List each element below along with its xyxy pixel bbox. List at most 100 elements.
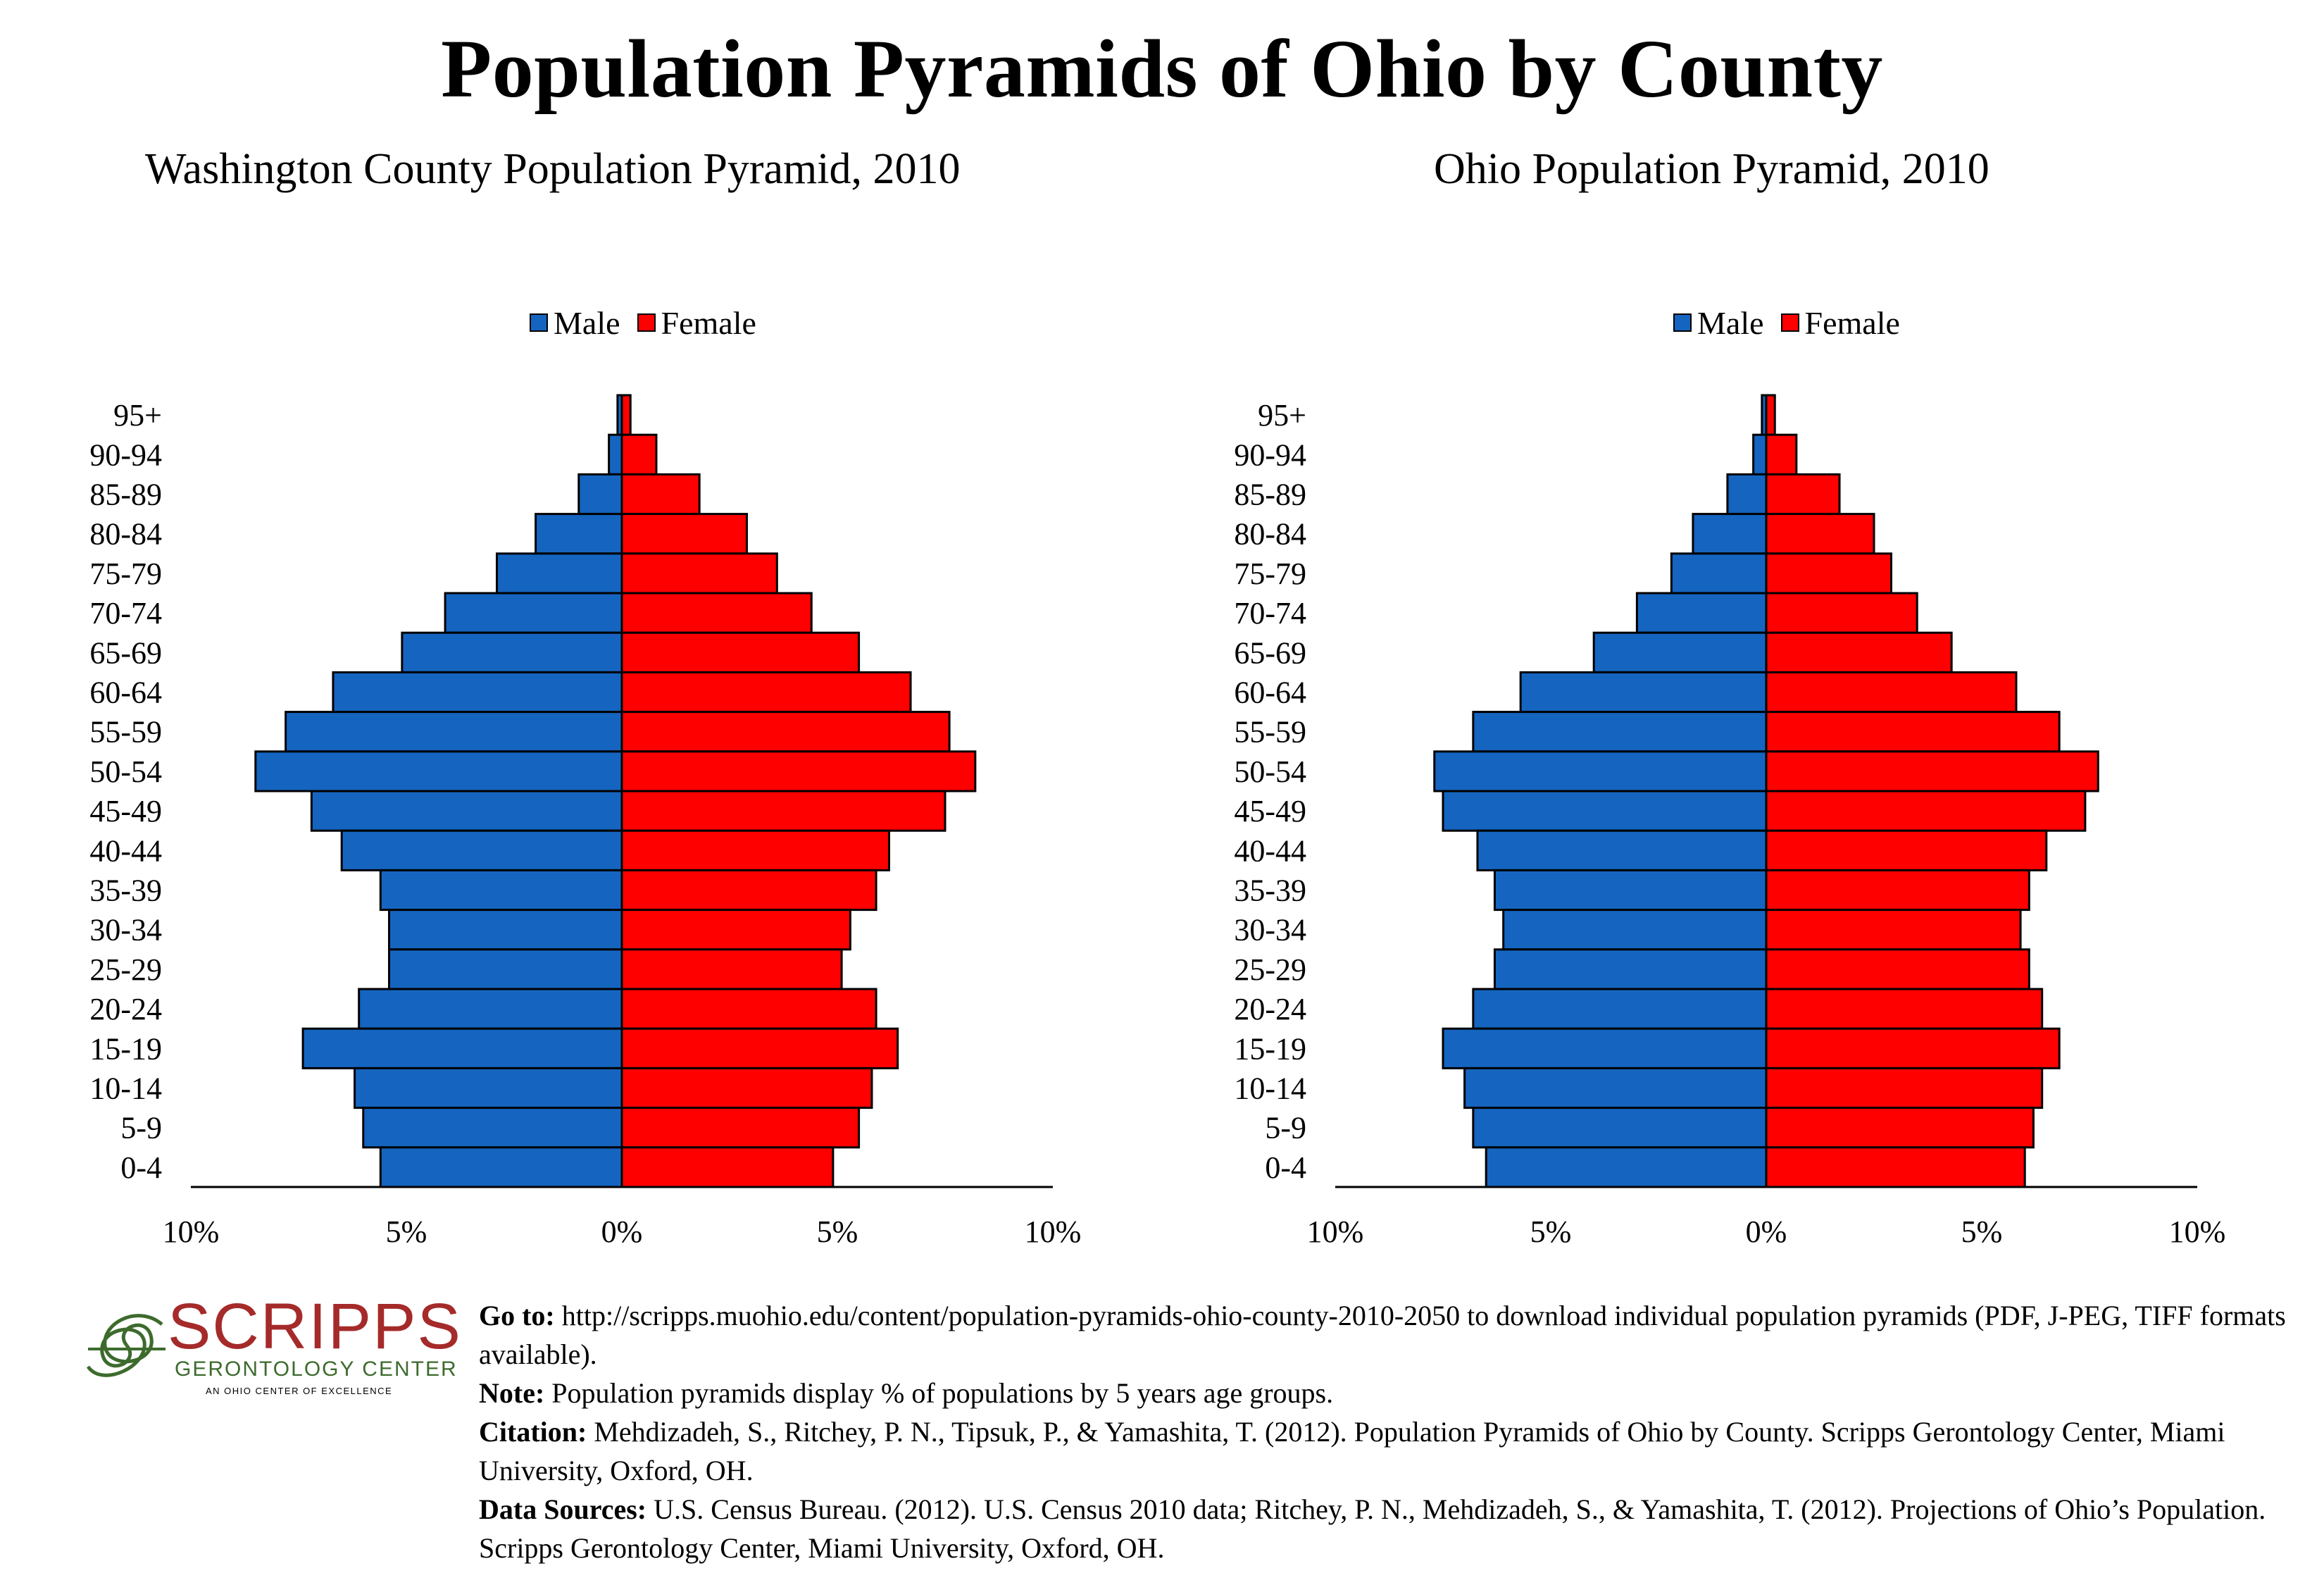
- female-bar: [620, 750, 977, 792]
- male-bar: [577, 473, 623, 516]
- male-bar: [1442, 790, 1768, 832]
- male-bar: [388, 909, 623, 951]
- age-group-label: 85-89: [1234, 478, 1306, 512]
- male-bar: [1519, 671, 1768, 714]
- male-bar: [1502, 909, 1768, 951]
- age-group-label: 90-94: [1234, 437, 1306, 472]
- female-bar: [620, 433, 658, 476]
- footer-notes: Go to: http://scripps.muohio.edu/content…: [479, 1296, 2310, 1567]
- female-bar: [1765, 988, 2044, 1030]
- male-bar: [1493, 869, 1768, 912]
- male-bar: [340, 829, 623, 871]
- male-swatch: [530, 313, 548, 332]
- female-bar: [1765, 909, 2022, 951]
- footer-note: Note: Population pyramids display % of p…: [479, 1377, 1334, 1409]
- female-bar: [620, 1107, 861, 1149]
- age-group-label: 60-64: [89, 676, 162, 710]
- male-bar: [1463, 1067, 1768, 1110]
- male-bar: [332, 671, 623, 714]
- x-tick-label: 10%: [163, 1214, 220, 1249]
- x-tick-label: 10%: [1307, 1214, 1364, 1249]
- age-group-label: 55-59: [89, 715, 162, 750]
- female-bar: [1765, 513, 1875, 555]
- male-bar: [379, 869, 623, 912]
- female-bar: [1765, 592, 1918, 634]
- female-bar: [620, 1067, 873, 1110]
- male-bar: [354, 1067, 623, 1110]
- legend-washington: Male Female: [530, 302, 773, 344]
- female-bar: [1765, 750, 2099, 792]
- age-group-label: 20-24: [1234, 992, 1306, 1026]
- female-bar: [1765, 829, 2048, 871]
- male-bar: [301, 1027, 623, 1069]
- age-group-label: 75-79: [89, 557, 162, 591]
- female-bar: [620, 909, 851, 951]
- age-group-label: 20-24: [89, 992, 162, 1026]
- female-bar: [620, 394, 632, 436]
- male-bar: [1433, 750, 1768, 792]
- male-bar: [1726, 473, 1768, 516]
- female-bar: [1765, 711, 2061, 753]
- age-group-label: 0-4: [1265, 1150, 1306, 1185]
- legend-item-female: Female: [1780, 304, 1900, 342]
- logo-tagline: AN OHIO CENTER OF EXCELLENCE: [206, 1386, 393, 1396]
- legend-item-female: Female: [637, 304, 756, 342]
- male-bar: [1476, 829, 1768, 871]
- male-bar: [444, 592, 623, 634]
- age-group-label: 65-69: [1234, 635, 1306, 670]
- legend-item-male: Male: [530, 304, 620, 342]
- age-group-label: 10-14: [1234, 1071, 1306, 1106]
- female-bar: [620, 552, 778, 595]
- female-bar: [620, 473, 701, 516]
- age-group-label: 80-84: [1234, 517, 1306, 552]
- legend-label-female: Female: [1804, 304, 1900, 341]
- female-bar: [1765, 790, 2087, 832]
- male-bar: [285, 711, 623, 753]
- logo-word: SCRIPPS: [168, 1291, 462, 1362]
- male-bar: [254, 750, 623, 792]
- legend-label-male: Male: [554, 304, 620, 341]
- age-group-label: 25-29: [89, 952, 162, 987]
- age-group-label: 30-34: [1234, 913, 1306, 947]
- male-bar: [358, 988, 623, 1030]
- female-bar: [620, 1146, 835, 1188]
- male-bar: [388, 948, 623, 990]
- x-tick-label: 10%: [1025, 1214, 1082, 1249]
- female-bar: [1765, 1146, 2026, 1188]
- female-bar: [1765, 473, 1841, 516]
- male-bar: [1692, 513, 1768, 555]
- female-bar: [620, 948, 843, 990]
- age-group-label: 30-34: [89, 913, 162, 947]
- x-tick-label: 5%: [386, 1214, 427, 1249]
- female-swatch: [1780, 313, 1799, 332]
- female-bar: [1765, 1107, 2035, 1149]
- male-bar: [1592, 631, 1768, 673]
- x-tick-label: 10%: [2169, 1214, 2226, 1249]
- female-bar: [620, 631, 861, 673]
- male-bar: [1485, 1146, 1768, 1188]
- female-bar: [1765, 433, 1798, 476]
- legend-label-male: Male: [1697, 304, 1764, 341]
- age-group-label: 95+: [1258, 398, 1306, 433]
- male-bar: [1635, 592, 1768, 634]
- male-bar: [535, 513, 623, 555]
- male-bar: [310, 790, 623, 832]
- female-bar: [620, 790, 947, 832]
- female-bar: [1765, 1027, 2061, 1069]
- male-bar: [1472, 988, 1768, 1030]
- footer-goto: Go to: http://scripps.muohio.edu/content…: [479, 1300, 2286, 1370]
- female-bar: [620, 671, 912, 714]
- male-swatch: [1673, 313, 1692, 332]
- age-group-label: 40-44: [1234, 833, 1306, 868]
- male-bar: [1472, 1107, 1768, 1149]
- male-bar: [1670, 552, 1768, 595]
- female-bar: [620, 513, 748, 555]
- scripps-logo: SCRIPPS GERONTOLOGY CENTER AN OHIO CENTE…: [85, 1291, 461, 1398]
- age-group-label: 50-54: [89, 754, 162, 789]
- x-tick-label: 5%: [1530, 1214, 1572, 1249]
- age-group-label: 35-39: [1234, 874, 1306, 908]
- age-group-label: 40-44: [89, 833, 162, 868]
- x-tick-label: 5%: [817, 1214, 858, 1249]
- female-bar: [620, 988, 877, 1030]
- age-group-label: 5-9: [120, 1111, 162, 1145]
